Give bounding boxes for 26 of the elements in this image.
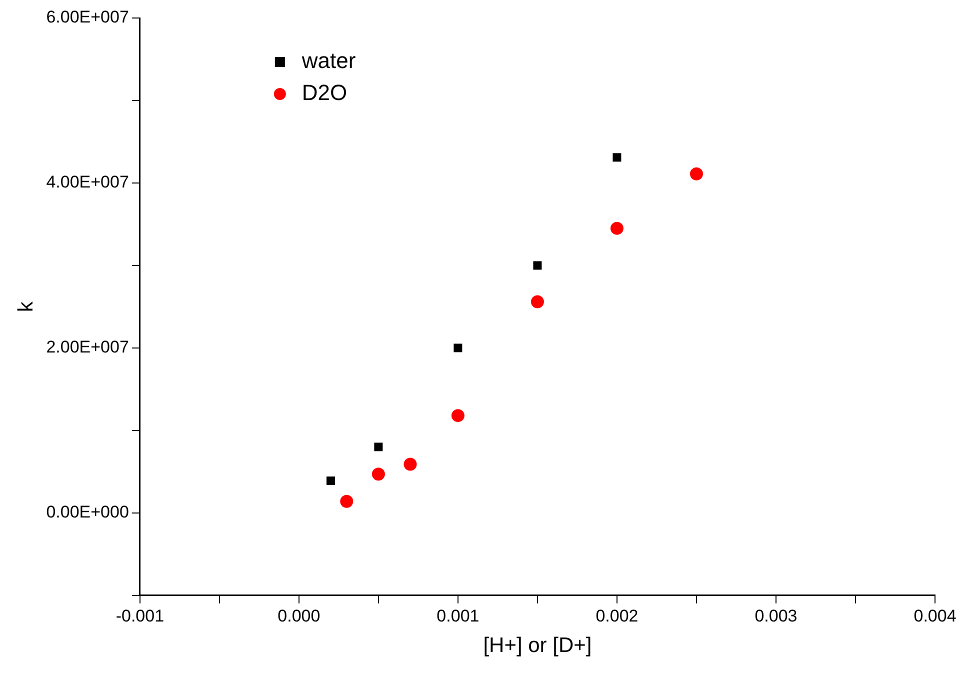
point <box>533 261 542 270</box>
x-tick-label: 0.003 <box>754 606 798 626</box>
y-tick-label: 4.00E+007 <box>46 172 129 192</box>
point <box>530 295 544 308</box>
point <box>690 167 703 180</box>
y-tick-label: 2.00E+007 <box>46 338 129 357</box>
x-tick-label: 0.001 <box>436 606 480 626</box>
x-tick-label: 0.004 <box>914 606 956 626</box>
point <box>340 494 354 508</box>
x-tick-label: -0.001 <box>116 606 164 626</box>
x-tick-label: 0.002 <box>596 606 638 626</box>
legend-label: water <box>300 48 356 74</box>
point <box>610 222 624 235</box>
point <box>404 458 417 471</box>
point <box>372 468 385 481</box>
x-axis-title: [H+] or [D+] <box>483 634 592 658</box>
point <box>326 476 335 485</box>
y-tick-label: 6.00E+007 <box>46 8 129 27</box>
y-axis-title: k <box>14 300 38 312</box>
y-tick-label: 0.00E+000 <box>46 502 129 522</box>
legend-label: D2O <box>302 80 348 106</box>
x-tick-label: 0.000 <box>278 606 320 626</box>
point <box>374 442 383 452</box>
point <box>612 153 622 162</box>
point <box>451 409 464 422</box>
point <box>454 344 462 352</box>
